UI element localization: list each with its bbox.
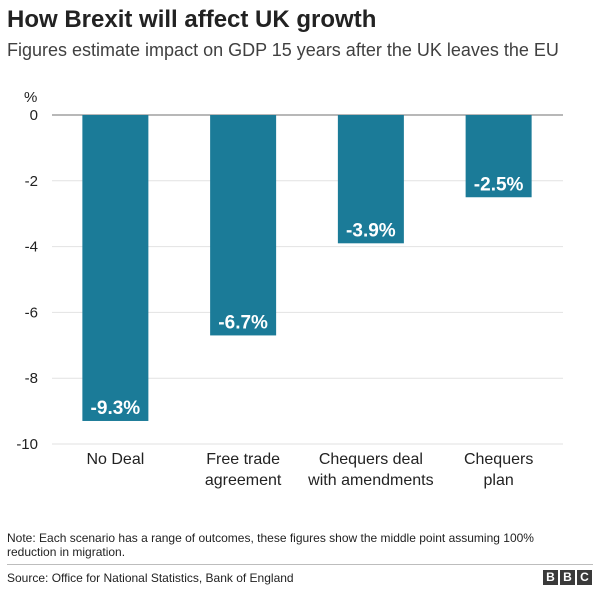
source-line: Source: Office for National Statistics, … — [7, 571, 294, 585]
bar — [82, 115, 149, 421]
bbc-logo-block: B — [543, 570, 558, 585]
chart-note: Note: Each scenario has a range of outco… — [7, 531, 534, 559]
bar-value-label: -9.3% — [91, 398, 141, 419]
y-tick-label: -10 — [16, 436, 38, 453]
bar-value-label: -2.5% — [474, 174, 524, 195]
bar-chart: %0 -2 -4 -6 -8 -10 -9.3% No Deal -6.7% Free trade… — [16, 89, 563, 489]
bbc-logo-block: B — [560, 570, 575, 585]
bar — [337, 115, 404, 244]
bbc-logo: B B C — [543, 570, 592, 585]
bar — [465, 115, 532, 198]
x-category-label: Chequers — [464, 451, 533, 468]
bar-value-label: -6.7% — [218, 312, 268, 333]
x-category-label: plan — [484, 472, 514, 489]
bar — [210, 115, 277, 336]
y-tick-label: -6 — [25, 304, 38, 321]
y-tick-label: -4 — [25, 239, 38, 256]
chart-subtitle: Figures estimate impact on GDP 15 years … — [7, 40, 559, 60]
footer-divider — [7, 564, 593, 565]
x-category-label: No Deal — [86, 451, 144, 468]
y-tick-label: 0 — [30, 107, 38, 124]
y-axis-unit-label: % — [24, 89, 37, 106]
x-category-label: with amendments — [307, 472, 433, 489]
x-category-label: agreement — [205, 472, 282, 489]
bar-value-label: -3.9% — [346, 220, 396, 241]
chart-title: How Brexit will affect UK growth — [7, 6, 377, 33]
x-category-label: Chequers deal — [319, 451, 423, 468]
y-tick-label: -2 — [25, 173, 38, 190]
bbc-logo-block: C — [577, 570, 592, 585]
x-category-label: Free trade — [206, 451, 280, 468]
y-tick-label: -8 — [25, 370, 38, 387]
